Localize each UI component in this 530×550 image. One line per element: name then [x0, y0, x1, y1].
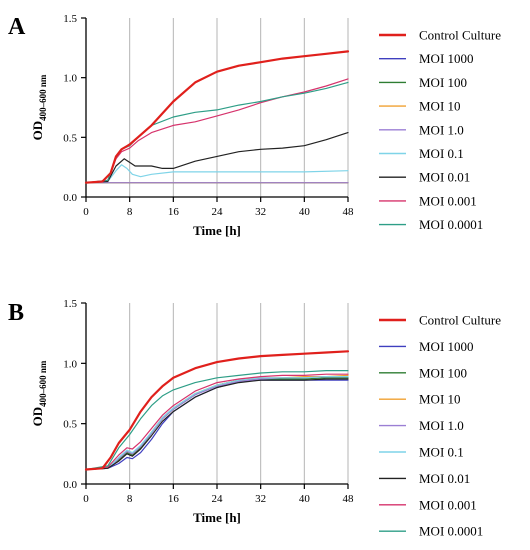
y-tick-label: 0.0 — [63, 479, 77, 491]
x-tick-label: 40 — [299, 206, 311, 218]
series-line-moi-6 — [85, 132, 349, 184]
panel-a: A 0 8 16 24 32 40 48 0.0 0.5 1.0 1.5 Time [h] OD400–… — [8, 13, 501, 238]
x-tick-label: 40 — [299, 493, 311, 505]
legend-label: MOI 100 — [419, 365, 467, 380]
y-axis-title-subscript: 400–600 nm — [38, 74, 48, 121]
x-tick-label: 8 — [127, 493, 133, 505]
legend-label: MOI 0.01 — [419, 471, 470, 486]
x-tick-label: 48 — [343, 206, 355, 218]
series-line-moi-8 — [85, 370, 349, 471]
panel-b: B 0 8 16 24 32 40 48 0.0 0.5 1.0 1.5 Time [h] OD400–… — [8, 298, 501, 539]
legend-label: MOI 1000 — [419, 51, 474, 66]
y-tick-label: 0.5 — [63, 419, 77, 431]
legend-label: MOI 0.1 — [419, 146, 464, 161]
x-tick-label: 24 — [212, 493, 224, 505]
x-tick-label: 24 — [212, 206, 224, 218]
legend-label: MOI 0.001 — [419, 193, 477, 208]
y-tick-label: 1.0 — [63, 358, 77, 370]
panel-letter-b: B — [8, 300, 24, 326]
y-axis-title-subscript: 400–600 nm — [38, 360, 48, 407]
legend-label: MOI 1.0 — [419, 418, 464, 433]
legend-label: MOI 1000 — [419, 339, 474, 354]
y-tick-label: 0.0 — [63, 192, 77, 204]
y-axis-title-main: OD — [30, 407, 45, 427]
y-tick-label: 1.0 — [63, 73, 77, 85]
series-line-moi-6 — [85, 378, 349, 471]
x-axis-title: Time [h] — [193, 510, 241, 525]
x-tick-label: 16 — [168, 493, 180, 505]
y-tick-label: 1.5 — [63, 298, 77, 310]
legend-label: MOI 10 — [419, 99, 461, 114]
x-tick-label: 0 — [83, 493, 89, 505]
y-tick-label: 0.5 — [63, 132, 77, 144]
series-line-moi-7 — [85, 373, 349, 471]
legend-label: MOI 1.0 — [419, 122, 464, 137]
legend-label: MOI 100 — [419, 75, 467, 90]
panel-letter-a: A — [8, 14, 26, 40]
x-tick-label: 32 — [255, 206, 266, 218]
series-line-moi-5 — [85, 164, 349, 184]
x-tick-label: 8 — [127, 206, 133, 218]
legend-label: Control Culture — [419, 313, 501, 328]
legend-label: MOI 0.01 — [419, 170, 470, 185]
x-tick-label: 16 — [168, 206, 180, 218]
legend-label: MOI 0.001 — [419, 497, 477, 512]
y-axis-title: OD400–600 nm — [30, 74, 48, 140]
x-tick-label: 0 — [83, 206, 89, 218]
legend-label: Control Culture — [419, 28, 501, 43]
legend-label: MOI 0.1 — [419, 445, 464, 460]
series-line-control-culture — [84, 350, 350, 471]
x-tick-label: 48 — [343, 493, 355, 505]
series-line-control-culture — [84, 50, 350, 184]
y-axis-title: OD400–600 nm — [30, 360, 48, 426]
series-line-moi-5 — [85, 376, 349, 471]
x-tick-label: 32 — [255, 493, 266, 505]
legend-label: MOI 10 — [419, 392, 461, 407]
y-axis-title-main: OD — [30, 121, 45, 141]
legend-label: MOI 0.0001 — [419, 217, 483, 232]
legend-label: MOI 0.0001 — [419, 524, 483, 539]
y-tick-label: 1.5 — [63, 13, 77, 25]
x-axis-title: Time [h] — [193, 223, 241, 238]
